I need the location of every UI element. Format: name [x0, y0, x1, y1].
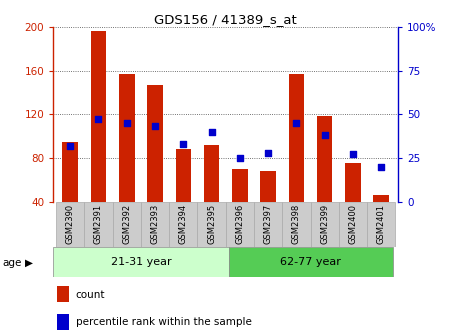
Text: GSM2400: GSM2400	[349, 204, 357, 244]
Text: ▶: ▶	[25, 258, 33, 268]
Point	[208, 129, 215, 134]
Point	[95, 117, 102, 122]
Bar	[254, 202, 282, 247]
Bar	[226, 202, 254, 247]
Point	[321, 132, 328, 138]
Bar	[282, 202, 311, 247]
Point	[236, 155, 244, 161]
Text: GSM2394: GSM2394	[179, 204, 188, 244]
Point	[293, 120, 300, 126]
Point	[123, 120, 131, 126]
Bar	[345, 163, 361, 202]
Bar	[147, 85, 163, 202]
Text: GSM2399: GSM2399	[320, 204, 329, 244]
Bar	[317, 116, 332, 202]
Text: age: age	[2, 258, 22, 268]
Text: GSM2396: GSM2396	[235, 204, 244, 244]
Point	[377, 164, 385, 169]
Bar	[63, 141, 78, 202]
Title: GDS156 / 41389_s_at: GDS156 / 41389_s_at	[154, 13, 297, 26]
Text: GSM2393: GSM2393	[150, 204, 160, 244]
Bar	[339, 202, 367, 247]
Text: 62-77 year: 62-77 year	[280, 257, 341, 267]
Bar	[232, 169, 248, 202]
Bar	[84, 202, 113, 247]
Text: GSM2398: GSM2398	[292, 204, 301, 244]
Bar	[288, 74, 304, 202]
Bar	[91, 31, 106, 202]
Bar	[169, 202, 197, 247]
Text: GSM2401: GSM2401	[377, 204, 386, 244]
Bar	[141, 202, 169, 247]
Text: GSM2392: GSM2392	[122, 204, 131, 244]
Text: 21-31 year: 21-31 year	[111, 257, 171, 267]
Bar	[367, 202, 395, 247]
Point	[349, 152, 357, 157]
Point	[180, 141, 187, 146]
Bar	[56, 314, 69, 330]
Text: percentile rank within the sample: percentile rank within the sample	[75, 317, 251, 327]
Point	[264, 150, 272, 155]
Bar	[113, 202, 141, 247]
Bar	[229, 247, 393, 277]
Point	[67, 143, 74, 149]
Text: GSM2395: GSM2395	[207, 204, 216, 244]
Bar	[175, 149, 191, 202]
Bar	[119, 74, 135, 202]
Bar	[374, 195, 389, 202]
Text: GSM2390: GSM2390	[66, 204, 75, 244]
Text: GSM2391: GSM2391	[94, 204, 103, 244]
Bar	[56, 286, 69, 302]
Text: GSM2397: GSM2397	[263, 204, 273, 244]
Bar	[197, 202, 226, 247]
Bar	[53, 247, 229, 277]
Bar	[311, 202, 339, 247]
Bar	[56, 202, 84, 247]
Point	[151, 124, 159, 129]
Bar	[204, 145, 219, 202]
Bar	[260, 171, 276, 202]
Text: count: count	[75, 290, 105, 300]
